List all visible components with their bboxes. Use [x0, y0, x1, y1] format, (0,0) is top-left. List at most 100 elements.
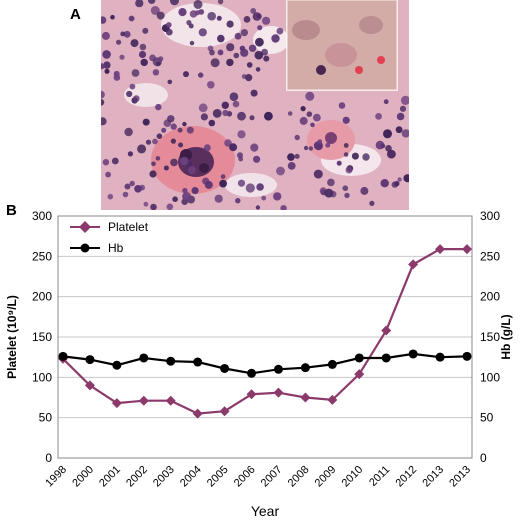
x-axis-ticks: 1998 2000 2001 2002 2003 2004 2005 2006 2007 2008… — [43, 464, 473, 490]
cell-nucleus — [375, 113, 382, 120]
cell-nucleus — [101, 99, 105, 106]
cell-nucleus — [262, 16, 271, 25]
cell-nucleus — [165, 28, 173, 36]
cell-nucleus — [383, 129, 392, 139]
cell-nucleus — [369, 200, 375, 206]
y-tick-right-label: 200 — [480, 290, 500, 304]
cell-nucleus — [212, 109, 222, 118]
cell-nucleus — [256, 13, 262, 19]
cell-nucleus — [383, 99, 389, 105]
cell-nuclei — [101, 0, 409, 210]
cell-nucleus — [198, 72, 204, 78]
cell-nucleus — [232, 100, 240, 108]
panel-label-a: A — [70, 6, 81, 23]
cell-nucleus — [294, 134, 300, 141]
cell-nucleus — [237, 130, 246, 139]
cell-nucleus — [397, 177, 402, 182]
cell-nucleus — [155, 103, 162, 111]
cell-nucleus — [303, 145, 309, 151]
cell-nucleus — [240, 28, 248, 37]
cell-nucleus — [180, 156, 189, 166]
cell-nucleus — [395, 126, 403, 134]
cell-nucleus — [396, 112, 405, 121]
cell-nucleus — [226, 58, 234, 67]
cell-nucleus — [135, 0, 144, 8]
data-point-hb — [381, 353, 391, 363]
x-tick-label: 2006 — [232, 464, 258, 490]
data-point-hb — [462, 351, 472, 361]
cell-nucleus — [226, 20, 234, 28]
cell-nucleus — [167, 115, 175, 123]
cell-nucleus — [271, 34, 280, 43]
cell-nucleus — [257, 25, 263, 31]
cell-nucleus — [101, 63, 105, 70]
cell-nucleus — [237, 111, 246, 121]
data-point-hb — [327, 359, 337, 369]
cell-nucleus — [245, 183, 255, 193]
cell-nucleus — [343, 143, 349, 148]
cell-nucleus — [380, 143, 386, 149]
cell-nucleus — [113, 70, 120, 77]
y-tick-left-label: 50 — [39, 411, 53, 425]
cell-nucleus — [152, 138, 158, 145]
cell-nucleus — [233, 52, 240, 59]
cell-nucleus — [123, 30, 131, 38]
cell-nucleus — [401, 129, 409, 138]
cell-nucleus — [111, 157, 119, 165]
cell-nucleus — [119, 54, 125, 60]
cell-nucleus — [131, 69, 140, 77]
data-point-hb — [58, 351, 68, 361]
cell-nucleus — [229, 92, 239, 101]
data-point-platelet — [138, 395, 149, 406]
cell-nucleus — [101, 16, 107, 24]
data-point-hb — [85, 355, 95, 365]
cell-nucleus — [156, 133, 163, 139]
cell-nucleus — [261, 195, 267, 201]
legend-label-hb: Hb — [108, 241, 124, 255]
data-point-hb — [112, 360, 122, 370]
x-tick-label: 2003 — [151, 464, 177, 490]
cell-nucleus — [142, 118, 150, 126]
cell-nucleus — [342, 185, 349, 191]
cell-nucleus — [343, 152, 349, 157]
cell-nucleus — [170, 138, 176, 144]
plot-area-frame — [57, 215, 473, 459]
cell-nucleus — [145, 139, 152, 145]
cell-nucleus — [151, 161, 156, 167]
cell-nucleus — [200, 113, 208, 121]
cell-nucleus — [150, 203, 157, 210]
y-tick-left-label: 150 — [32, 330, 52, 344]
cell-nucleus — [237, 152, 243, 159]
data-point-platelet — [381, 325, 392, 336]
data-point-hb — [193, 357, 203, 367]
cell-nucleus — [101, 90, 105, 99]
cell-nucleus — [193, 0, 203, 9]
cell-nucleus — [102, 50, 111, 59]
data-point-hb — [247, 368, 257, 378]
cell-nucleus — [261, 48, 268, 56]
cell-nucleus — [216, 15, 222, 21]
cell-nucleus — [126, 90, 133, 98]
cell-nucleus — [155, 156, 161, 161]
line-chart: 0 50 100 150 200 250 300 0 50 100 150 200 250 300 19… — [5, 209, 513, 519]
cell-nucleus — [263, 55, 270, 62]
data-point-platelet — [408, 259, 419, 270]
cell-nucleus — [166, 22, 172, 28]
data-point-hb — [300, 363, 310, 373]
cell-nucleus — [189, 40, 195, 46]
cell-nucleus — [138, 50, 147, 59]
cell-nucleus — [110, 14, 115, 20]
cell-nucleus — [103, 61, 111, 69]
cell-nucleus — [245, 74, 253, 82]
data-point-platelet — [246, 389, 257, 400]
x-tick-label: 2013 — [447, 464, 473, 490]
data-point-platelet — [84, 380, 95, 391]
cell-nucleus — [124, 183, 131, 190]
cell-nucleus — [351, 152, 359, 160]
x-tick-label: 2013 — [420, 464, 446, 490]
cell-nucleus — [287, 111, 293, 116]
cell-nucleus — [287, 153, 295, 161]
y-tick-left-label: 100 — [32, 370, 52, 384]
cell-nucleus — [219, 179, 227, 188]
cell-nucleus — [128, 15, 135, 22]
